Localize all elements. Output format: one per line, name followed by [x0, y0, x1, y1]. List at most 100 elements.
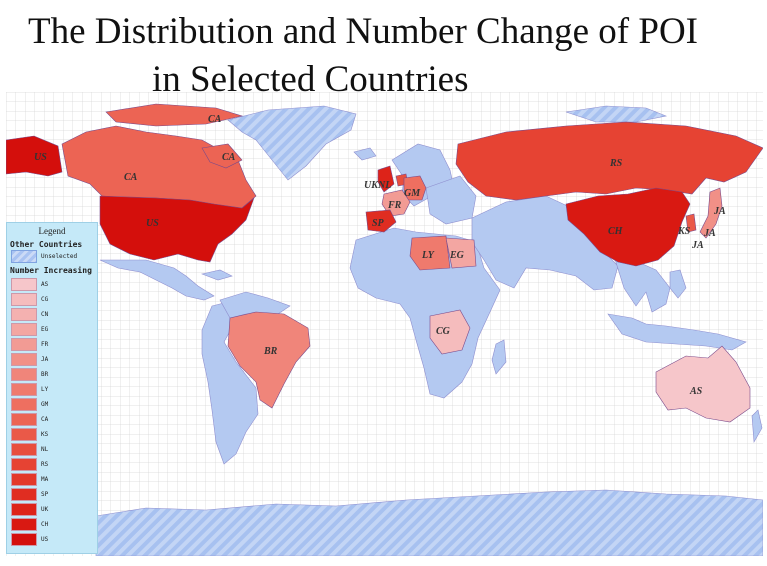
country-france — [381, 189, 411, 217]
country-russia — [455, 121, 763, 201]
map-label: RS — [609, 158, 623, 169]
southeast-asia — [613, 255, 671, 313]
legend-item: KS — [11, 427, 97, 442]
legend-item: RS — [11, 457, 97, 472]
world-map: CA US CA CA US UK NL GM FR SP RS CH KS J… — [6, 92, 763, 556]
map-label: CG — [436, 326, 451, 337]
map-label: FR — [387, 200, 402, 211]
country-japan — [699, 187, 723, 239]
legend-swatch-unselected — [11, 250, 37, 263]
legend-swatch — [11, 368, 37, 381]
country-usa — [99, 195, 255, 263]
legend-item-code: CG — [41, 296, 49, 303]
legend-item: CN — [11, 307, 97, 322]
legend-item: BR — [11, 367, 97, 382]
country-congo — [429, 309, 471, 355]
unselected-countries — [95, 105, 763, 556]
map-label: JA — [713, 206, 726, 217]
map-label: BR — [263, 346, 278, 357]
antarctica — [95, 489, 763, 556]
legend-item-code: SP — [41, 491, 49, 498]
map-label: CA — [208, 114, 222, 125]
legend-swatch — [11, 383, 37, 396]
legend-item: SP — [11, 487, 97, 502]
legend-item-code: EG — [41, 326, 49, 333]
map-label: UK — [364, 180, 379, 191]
legend-swatch — [11, 353, 37, 366]
philippines — [669, 269, 687, 299]
arctic-islands — [565, 105, 668, 123]
legend-swatch — [11, 473, 37, 486]
mexico-central-america — [99, 259, 215, 301]
legend-swatch — [11, 518, 37, 531]
legend-other-heading: Other Countries — [10, 240, 83, 249]
legend-item-code: LY — [41, 386, 49, 393]
world-map-svg: CA US CA CA US UK NL GM FR SP RS CH KS J… — [6, 92, 763, 556]
africa — [349, 227, 501, 399]
legend-unselected-label: Unselected — [41, 253, 78, 260]
legend-item-code: RS — [41, 461, 49, 468]
country-australia — [655, 345, 751, 423]
country-germany — [403, 175, 427, 201]
legend-item-code: GM — [41, 401, 49, 408]
country-canada-islands — [105, 103, 244, 127]
legend-item-code: MA — [41, 476, 49, 483]
legend-item-code: US — [41, 536, 49, 543]
legend-item: CH — [11, 517, 97, 532]
legend-swatch — [11, 413, 37, 426]
country-uk — [377, 165, 395, 193]
country-china — [565, 187, 691, 267]
map-label: LY — [421, 250, 435, 261]
country-alaska — [6, 135, 63, 177]
legend-item: EG — [11, 322, 97, 337]
legend-item: JA — [11, 352, 97, 367]
legend-item-code: NL — [41, 446, 49, 453]
legend-swatch — [11, 278, 37, 291]
map-label: US — [146, 218, 159, 229]
legend-item: US — [11, 532, 97, 547]
map-label: GM — [404, 188, 421, 199]
legend-item: UK — [11, 502, 97, 517]
legend-swatch — [11, 503, 37, 516]
legend-item-code: JA — [41, 356, 49, 363]
map-label: JA — [703, 228, 716, 239]
legend-item-code: CA — [41, 416, 49, 423]
map-label: JA — [691, 240, 704, 251]
map-title-line1: The Distribution and Number Change of PO… — [28, 11, 698, 52]
legend-swatch — [11, 428, 37, 441]
legend-item-code: AS — [41, 281, 49, 288]
country-spain — [365, 209, 397, 233]
map-label: AS — [689, 386, 703, 397]
country-canada-east — [201, 143, 243, 169]
legend-swatch — [11, 323, 37, 336]
legend-item: CA — [11, 412, 97, 427]
map-label: CH — [608, 226, 624, 237]
map-label: NL — [377, 180, 391, 191]
map-label: CA — [124, 172, 138, 183]
legend-swatch — [11, 398, 37, 411]
legend-swatch — [11, 338, 37, 351]
indonesia — [607, 313, 747, 351]
map-legend: Legend Other Countries Unselected Number… — [6, 222, 98, 554]
legend-item-code: KS — [41, 431, 49, 438]
map-label: SP — [372, 218, 385, 229]
legend-item-code: CH — [41, 521, 49, 528]
legend-swatch — [11, 308, 37, 321]
legend-item: LY — [11, 382, 97, 397]
country-labels: CA US CA CA US UK NL GM FR SP RS CH KS J… — [34, 114, 726, 397]
caribbean — [200, 269, 233, 281]
selected-countries — [6, 103, 763, 423]
legend-item: FR — [11, 337, 97, 352]
map-label: KS — [677, 226, 691, 237]
country-korea — [685, 213, 697, 233]
legend-item: MA — [11, 472, 97, 487]
legend-swatch — [11, 533, 37, 546]
country-egypt — [445, 237, 477, 269]
legend-item-code: FR — [41, 341, 49, 348]
map-label: US — [34, 152, 47, 163]
legend-item-code: UK — [41, 506, 49, 513]
legend-title: Legend — [38, 226, 66, 236]
country-brazil — [227, 311, 311, 409]
legend-item: GM — [11, 397, 97, 412]
legend-swatch — [11, 458, 37, 471]
